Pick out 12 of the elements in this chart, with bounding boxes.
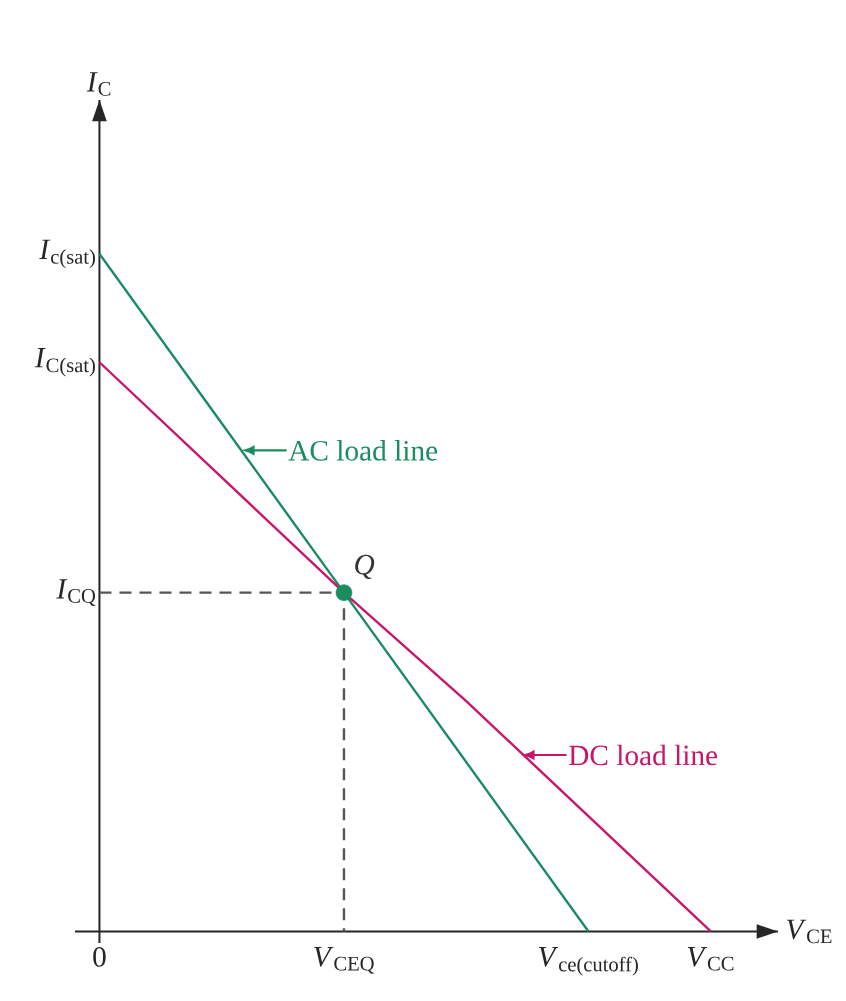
x-tick-label: V$_{CEQ}$ xyxy=(314,947,375,974)
x-tick-label: V$_{ce(cutoff)}$ xyxy=(539,947,638,976)
legend-label: AC load line xyxy=(288,440,438,461)
text: I$_{C}$ xyxy=(86,72,111,96)
x-tick-label: 0 xyxy=(93,947,106,967)
x-tick-label: V$_{CC}$ xyxy=(687,947,734,971)
annotation: Q xyxy=(355,554,375,580)
x-axis-title: V$_{CE}$ xyxy=(787,919,832,944)
annotation: I$_{c(sat)}$ xyxy=(39,239,95,268)
legend-label: DC load line xyxy=(569,744,718,766)
annotation: I$_{CQ}$ xyxy=(56,579,96,606)
annotation: I$_{C(sat)}$ xyxy=(34,348,95,377)
